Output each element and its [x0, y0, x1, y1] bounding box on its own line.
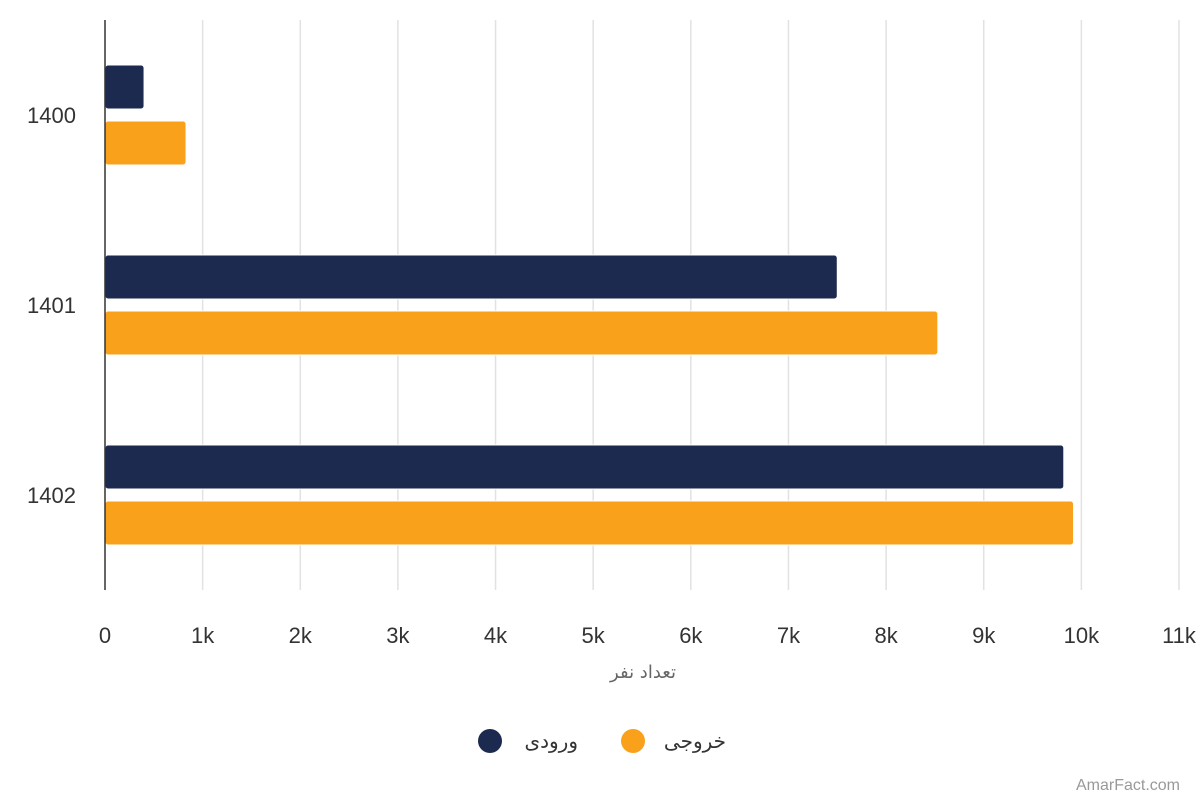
x-axis-ticks: 0 1k 2k 3k 4k 5k 6k 7k 8k 9k 10k 11k: [99, 623, 1197, 648]
x-tick-label-1k: 1k: [191, 623, 215, 648]
grid-lines: [201, 20, 1180, 590]
x-tick-label-11k: 11k: [1162, 623, 1197, 648]
x-tick-label-0: 0: [99, 623, 111, 648]
x-tick-label-6k: 6k: [679, 623, 703, 648]
x-tick-label-7k: 7k: [777, 623, 801, 648]
y-category-label-1402: 1402: [27, 483, 76, 508]
legend-item-0[interactable]: ورودی: [478, 729, 578, 753]
bars: [104, 64, 1075, 546]
bar-1401-series-1[interactable]: [104, 310, 939, 356]
y-category-label-1400: 1400: [27, 103, 76, 128]
legend-item-1[interactable]: خروجی: [621, 729, 726, 753]
x-tick-label-5k: 5k: [582, 623, 606, 648]
bar-1401-series-0[interactable]: [104, 254, 838, 300]
x-tick-label-4k: 4k: [484, 623, 508, 648]
x-tick-label-3k: 3k: [386, 623, 410, 648]
x-axis-title: تعداد نفر: [609, 662, 676, 683]
x-tick-label-10k: 10k: [1064, 623, 1100, 648]
y-category-label-1401: 1401: [27, 293, 76, 318]
bar-1400-series-0[interactable]: [104, 64, 145, 110]
bar-1400-series-1[interactable]: [104, 120, 187, 166]
y-axis-categories: 1400 1401 1402: [27, 103, 76, 508]
x-tick-label-2k: 2k: [289, 623, 313, 648]
credit-text[interactable]: AmarFact.com: [1076, 777, 1180, 794]
x-tick-label-9k: 9k: [972, 623, 996, 648]
legend-swatch-0: [478, 729, 502, 753]
x-tick-label-8k: 8k: [874, 623, 898, 648]
legend: ورودی خروجی: [478, 729, 726, 753]
bar-1402-series-0[interactable]: [104, 444, 1065, 490]
legend-swatch-1: [621, 729, 645, 753]
bar-1402-series-1[interactable]: [104, 500, 1075, 546]
legend-label-0: ورودی: [524, 729, 578, 753]
legend-label-1: خروجی: [664, 729, 726, 753]
